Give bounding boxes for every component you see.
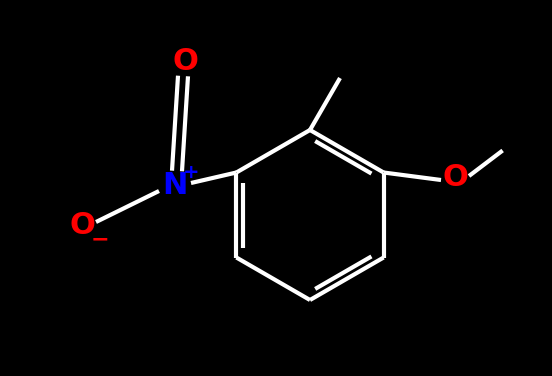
Text: O: O <box>442 164 468 193</box>
Text: O: O <box>69 211 95 240</box>
Text: N: N <box>162 170 188 200</box>
Text: −: − <box>91 229 109 249</box>
Text: O: O <box>172 47 198 76</box>
Text: +: + <box>183 164 199 182</box>
